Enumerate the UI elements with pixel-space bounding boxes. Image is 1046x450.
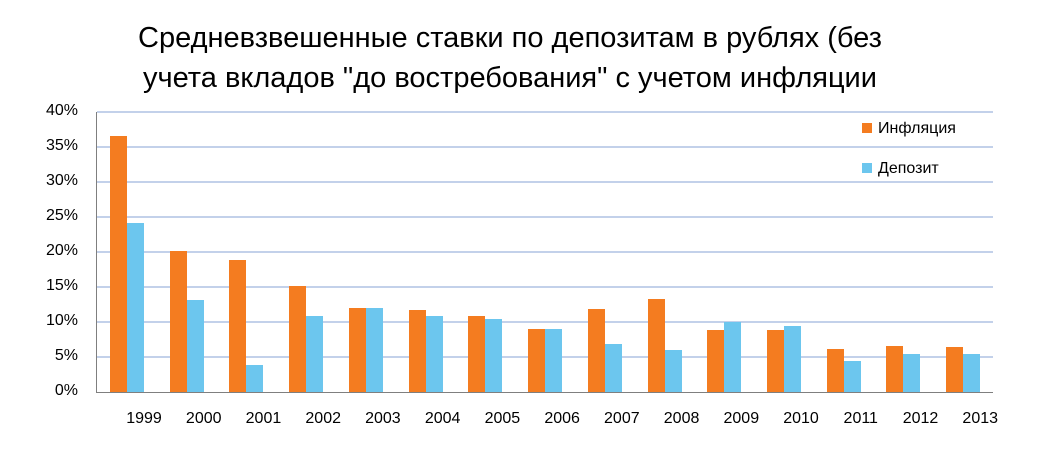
bar-inflation (110, 135, 127, 392)
y-tick-label: 20% (45, 242, 78, 259)
bar-deposit (724, 322, 742, 392)
x-tick-label: 2011 (843, 410, 878, 427)
y-tick-label: 10% (45, 312, 78, 329)
bar-deposit (903, 353, 921, 392)
y-tick-label: 5% (54, 347, 78, 364)
x-tick-label: 2006 (544, 410, 580, 427)
bar-deposit (246, 364, 264, 392)
chart-title-line-1: Средневзвешенные ставки по депозитам в р… (138, 22, 882, 54)
bar-inflation (408, 310, 426, 392)
x-tick-label: 2000 (185, 410, 222, 427)
x-tick-label: 2009 (723, 410, 760, 427)
y-tick-label: 40% (45, 102, 78, 119)
bar-deposit (963, 353, 981, 392)
inflation-swatch-icon (862, 123, 872, 133)
legend-item-deposit: Депозит (862, 160, 939, 178)
gridline (97, 251, 993, 253)
bar-deposit (545, 329, 563, 392)
bar-deposit (664, 350, 682, 392)
y-tick-label: 25% (45, 207, 78, 224)
bar-inflation (767, 330, 785, 392)
y-tick-label: 35% (45, 137, 78, 154)
bar-inflation (587, 308, 605, 392)
bar-inflation (289, 286, 307, 392)
chart-title-line-2: учета вкладов "до востребования" с учето… (143, 62, 877, 94)
bar-deposit (306, 315, 324, 392)
y-tick-label: 0% (54, 382, 78, 399)
deposit-swatch-icon (862, 163, 872, 173)
bar-deposit (843, 361, 861, 392)
x-tick-label: 2002 (305, 410, 341, 427)
x-tick-label: 2005 (484, 410, 521, 427)
legend-label: Депозит (878, 160, 939, 177)
x-tick-label: 2007 (604, 410, 640, 427)
bar-inflation (707, 330, 725, 392)
x-tick-label: 2004 (424, 410, 461, 427)
bar-inflation (468, 315, 486, 392)
gridline (97, 146, 993, 148)
bar-inflation (528, 329, 546, 392)
y-tick-label: 15% (45, 277, 78, 294)
bar-inflation (169, 251, 187, 392)
bar-deposit (604, 344, 622, 392)
bar-deposit (784, 325, 802, 392)
x-tick-label: 2013 (962, 410, 999, 427)
bar-deposit (186, 300, 204, 392)
bar-inflation (647, 298, 665, 392)
x-tick-label: 2008 (663, 410, 700, 427)
bar-inflation (946, 346, 964, 392)
y-axis-line (96, 112, 97, 393)
bar-deposit (425, 315, 443, 392)
bar-inflation (886, 345, 904, 392)
x-tick-label: 2003 (365, 410, 401, 427)
x-tick-label: 2012 (902, 410, 939, 427)
plot-area (97, 111, 993, 392)
gridline (97, 216, 993, 218)
x-tick-label: 2001 (245, 410, 282, 427)
y-tick-label: 30% (45, 172, 78, 189)
gridline (97, 286, 993, 288)
gridline (97, 181, 993, 183)
bar-deposit (127, 222, 144, 392)
gridline (97, 111, 993, 113)
bar-deposit (365, 308, 383, 392)
bar-inflation (826, 349, 844, 392)
bar-inflation (348, 308, 366, 392)
x-tick-label: 2010 (783, 410, 819, 427)
x-tick-label: 1999 (126, 410, 162, 427)
bar-deposit (485, 318, 503, 392)
legend-label: Инфляция (878, 120, 956, 137)
gridline (97, 321, 993, 323)
bar-inflation (229, 260, 247, 392)
legend-item-inflation: Инфляция (862, 120, 956, 138)
x-axis-line (97, 392, 993, 393)
